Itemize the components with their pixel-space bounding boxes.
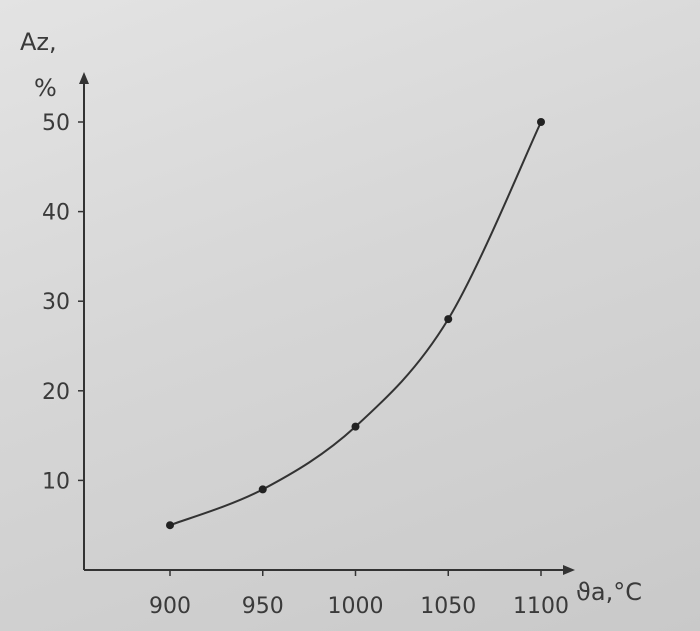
tick-labels: 10 20 30 40 50 900 950 1000 1050 1100 — [42, 111, 569, 619]
x-tick-label: 1050 — [420, 594, 476, 619]
y-tick-label: 10 — [42, 469, 70, 494]
axes — [79, 72, 575, 575]
y-tick-label: 20 — [42, 380, 70, 405]
y-axis-arrow — [79, 72, 89, 84]
y-axis-title: Az, — [20, 28, 57, 56]
x-tick-label: 950 — [242, 594, 284, 619]
x-tick-label: 900 — [149, 594, 191, 619]
series-layer — [166, 118, 545, 530]
data-point — [351, 422, 360, 431]
y-axis-unit: % — [34, 74, 57, 102]
x-axis-arrow — [563, 565, 575, 575]
x-tick-label: 1000 — [328, 594, 384, 619]
data-point — [537, 118, 545, 126]
x-axis-title: ϑa,°C — [576, 578, 642, 606]
x-tick-label: 1100 — [513, 594, 569, 619]
series-line — [169, 121, 542, 527]
data-point — [166, 521, 174, 530]
y-tick-label: 30 — [42, 290, 70, 315]
axis-titles: Az, % ϑa,°C — [20, 28, 642, 606]
y-tick-label: 50 — [42, 111, 70, 136]
data-point — [444, 315, 453, 324]
y-tick-label: 40 — [42, 201, 70, 226]
data-point — [258, 485, 267, 494]
